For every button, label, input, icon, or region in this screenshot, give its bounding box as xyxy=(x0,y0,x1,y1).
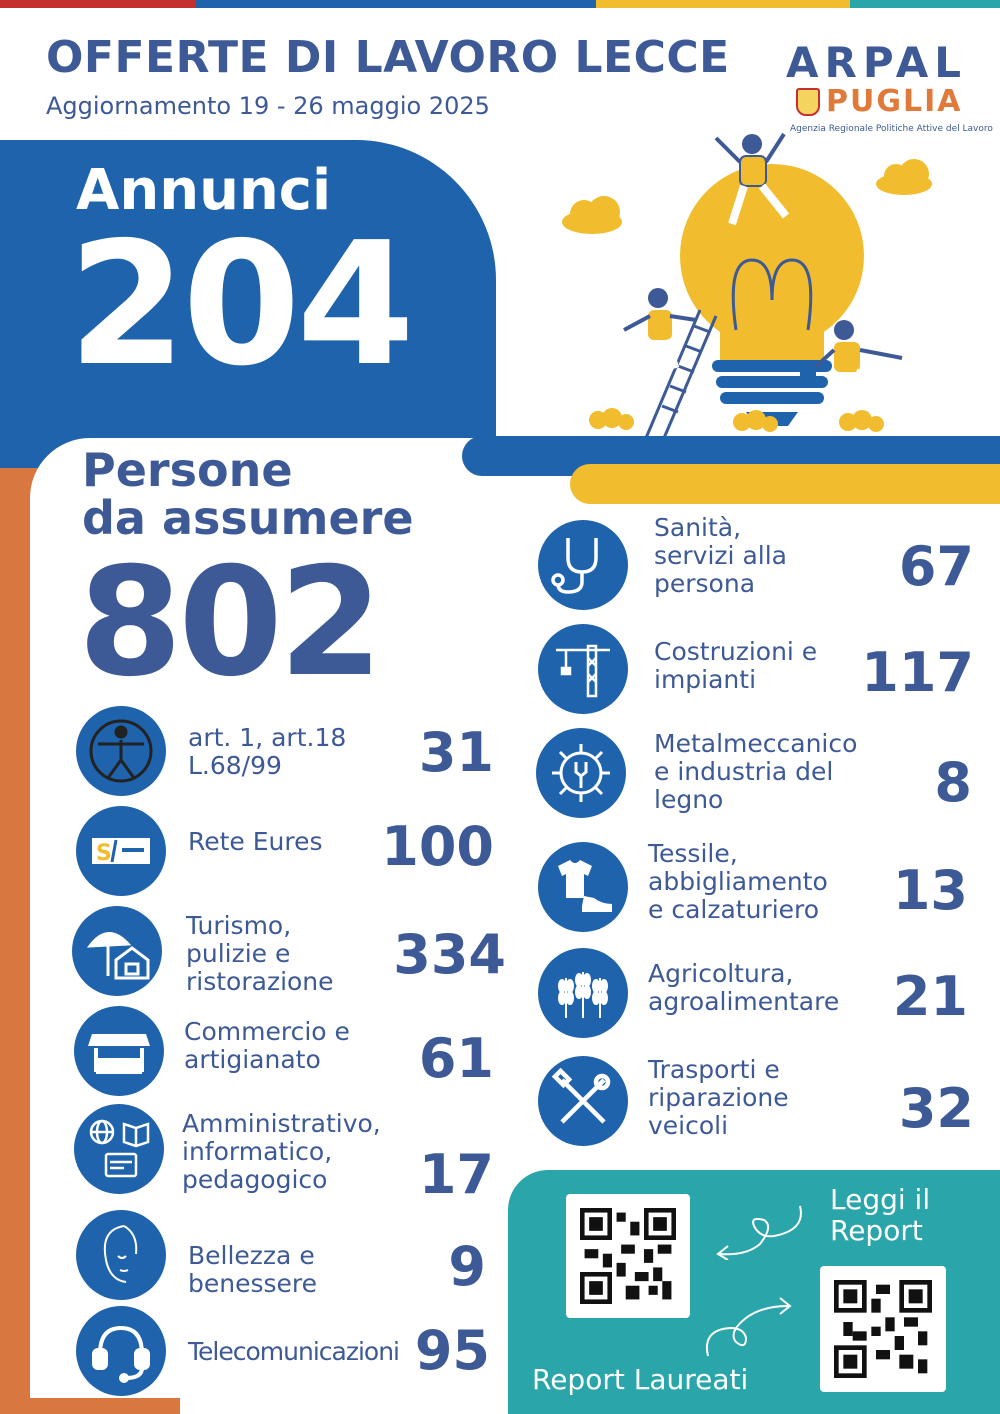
logo-arpal-text: ARPAL xyxy=(786,38,968,87)
sector-item-disability: art. 1, art.18 L.68/99 31 xyxy=(76,706,506,802)
cloud-right-icon xyxy=(876,159,932,195)
bushes-icon xyxy=(589,408,884,432)
page-title: OFFERTE DI LAVORO LECCE xyxy=(46,32,730,83)
sector-label: Commercio e artigianato xyxy=(184,1017,350,1074)
top-color-bar xyxy=(0,0,1000,8)
sector-value: 17 xyxy=(418,1143,494,1206)
sector-item-agriculture: Agricoltura, agroalimentare 21 xyxy=(538,948,978,1044)
gear-wrench-icon xyxy=(536,728,626,818)
sector-label: Turismo, pulizie e ristorazione xyxy=(186,911,334,996)
sector-value: 32 xyxy=(898,1077,974,1140)
qr-code-graduates[interactable] xyxy=(820,1266,946,1392)
logo-puglia-text: PUGLIA xyxy=(826,84,963,119)
wheat-icon xyxy=(538,948,628,1038)
sector-label: Agricoltura, agroalimentare xyxy=(648,959,840,1016)
headset-icon xyxy=(76,1306,166,1396)
qr-code-icon xyxy=(580,1208,676,1304)
arpal-logo[interactable]: ARPAL PUGLIA Agenzia Regionale Politiche… xyxy=(786,38,993,138)
persone-value: 802 xyxy=(78,536,383,710)
sector-item-textile: Tessile, abbigliamento e calzaturiero 13 xyxy=(538,839,978,938)
graduates-report-link[interactable]: Report Laureati xyxy=(532,1363,749,1396)
crane-icon xyxy=(538,624,628,714)
person-right-icon xyxy=(800,320,903,416)
sector-item-tourism: Turismo, pulizie e ristorazione 334 xyxy=(72,906,512,1002)
face-icon xyxy=(76,1210,166,1300)
sector-label: art. 1, art.18 L.68/99 xyxy=(188,723,347,780)
qr-code-icon xyxy=(834,1280,932,1378)
sector-value: 13 xyxy=(892,859,968,922)
market-stall-icon xyxy=(74,1006,164,1096)
ladder-icon xyxy=(644,309,718,439)
sector-item-commerce: Commercio e artigianato 61 xyxy=(74,1006,504,1102)
update-date: Aggiornamento 19 - 26 maggio 2025 xyxy=(46,92,490,120)
sector-item-telecom: Telecomunicazioni 95 xyxy=(76,1306,506,1398)
sector-value: 95 xyxy=(414,1319,490,1382)
sector-value: 117 xyxy=(861,641,974,704)
sector-label: Tessile, abbigliamento e calzaturiero xyxy=(648,839,828,924)
shirt-shoe-icon xyxy=(538,842,628,932)
sector-value: 100 xyxy=(381,815,494,878)
sector-value: 334 xyxy=(393,923,506,986)
persone-label: Persone da assumere xyxy=(82,443,414,545)
lightbulb-glass-icon xyxy=(680,164,864,348)
sector-label: Rete Eures xyxy=(188,827,323,856)
cloud-left-icon xyxy=(562,196,622,234)
sector-value: 21 xyxy=(892,965,968,1028)
qr-code-report[interactable] xyxy=(566,1194,690,1318)
logo-agency-text: Agenzia Regionale Politiche Attive del L… xyxy=(790,124,993,134)
accessibility-icon xyxy=(76,706,166,796)
annunci-panel xyxy=(0,140,496,470)
stethoscope-icon xyxy=(538,520,628,610)
person-top-icon xyxy=(714,132,790,226)
tools-icon xyxy=(538,1056,628,1146)
globe-book-card-icon xyxy=(74,1104,164,1194)
sector-item-administration: Amministrativo, informatico, pedagogico … xyxy=(74,1104,504,1206)
bottom-color-bar xyxy=(0,1398,1000,1414)
sector-item-metalwork: Metalmeccanico e industria del legno 8 xyxy=(536,728,978,824)
sector-value: 8 xyxy=(934,751,972,814)
annunci-label: Annunci xyxy=(76,158,332,223)
sector-item-beauty: Bellezza e benessere 9 xyxy=(76,1210,506,1306)
read-report-link[interactable]: Leggi il Report xyxy=(830,1183,931,1247)
sector-item-transport: Trasporti e riparazione veicoli 32 xyxy=(538,1056,978,1152)
sector-value: 67 xyxy=(898,535,974,598)
sector-label: Bellezza e benessere xyxy=(188,1241,318,1298)
puglia-crest-icon xyxy=(796,88,820,116)
sector-item-health: Sanità, servizi alla persona 67 xyxy=(538,514,978,616)
eures-logo-icon: S xyxy=(76,806,166,896)
annunci-value: 204 xyxy=(68,206,415,404)
person-left-icon xyxy=(623,288,697,372)
svg-text:S: S xyxy=(96,841,112,866)
sector-label: Sanità, servizi alla persona xyxy=(654,513,787,598)
sector-value: 31 xyxy=(418,721,494,784)
sector-label: Telecomunicazioni xyxy=(188,1337,400,1366)
arrow-right-icon xyxy=(706,1297,792,1357)
sector-value: 9 xyxy=(448,1235,486,1298)
sector-label: Trasporti e riparazione veicoli xyxy=(648,1055,789,1140)
sector-item-eures: S Rete Eures 100 xyxy=(76,806,506,902)
sector-item-construction: Costruzioni e impianti 117 xyxy=(538,624,978,720)
lightbulb-people-illustration xyxy=(562,132,932,439)
arrow-left-icon xyxy=(716,1205,802,1260)
sector-label: Metalmeccanico e industria del legno xyxy=(654,729,858,814)
sector-label: Costruzioni e impianti xyxy=(654,637,818,694)
sector-value: 61 xyxy=(418,1027,494,1090)
umbrella-house-icon xyxy=(72,906,162,996)
yellow-stripe xyxy=(570,464,1000,504)
sector-label: Amministrativo, informatico, pedagogico xyxy=(182,1109,381,1194)
